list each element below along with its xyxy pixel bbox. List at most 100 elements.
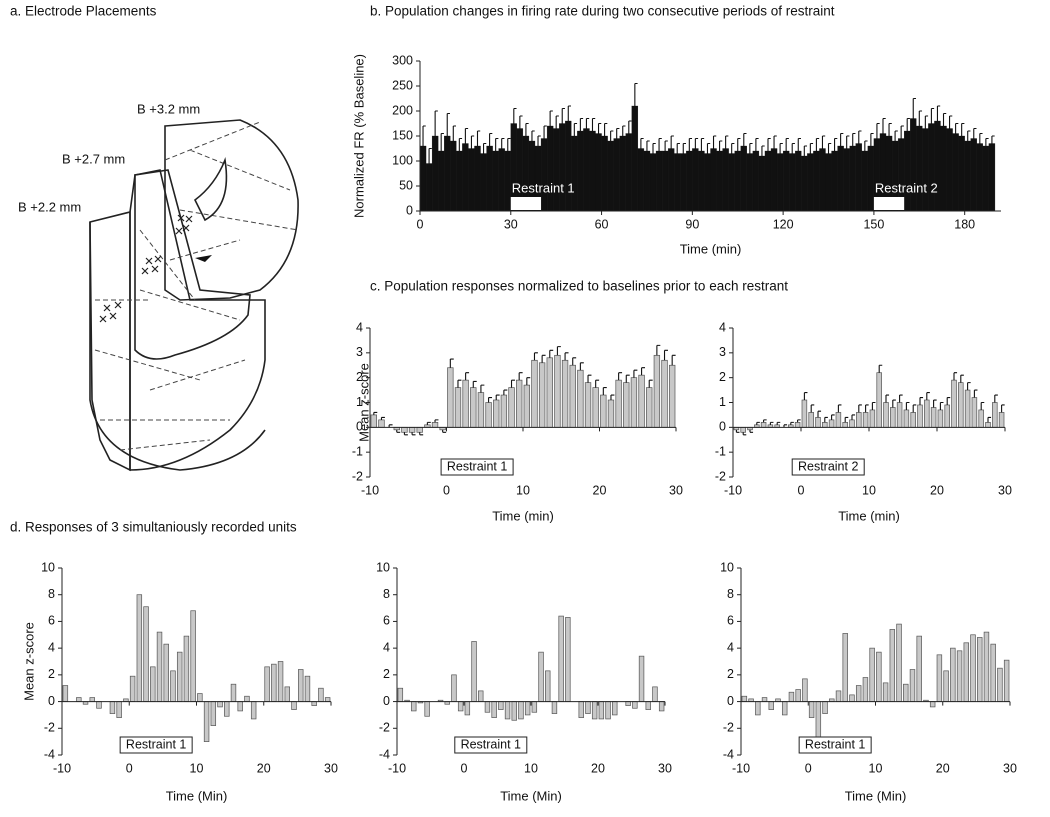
bar [862, 412, 869, 428]
bar [997, 667, 1003, 702]
error-bar [676, 142, 680, 154]
bar [802, 678, 808, 702]
bar [842, 422, 848, 428]
bar [934, 120, 941, 212]
x-tick-label: 10 [190, 761, 204, 775]
x-tick-label: 120 [773, 217, 794, 231]
error-bar [790, 421, 794, 425]
bar [237, 701, 243, 712]
bar [96, 701, 102, 709]
restraint-box [440, 458, 514, 476]
bar [855, 143, 862, 212]
error-bar [785, 137, 789, 151]
bar [976, 143, 983, 212]
error-bar [824, 416, 828, 423]
bar [964, 140, 971, 212]
bar [849, 145, 856, 212]
error-bar [595, 379, 600, 388]
restraint-label: Restraint 2 [875, 180, 938, 195]
error-bar [531, 130, 535, 141]
bar [998, 412, 1005, 428]
error-bar [924, 115, 929, 129]
bar [795, 150, 802, 212]
panel-title: c. Population responses normalized to ba… [370, 279, 788, 294]
bar [643, 150, 651, 212]
bar [62, 685, 69, 702]
bar [855, 685, 862, 702]
error-bar [961, 122, 965, 136]
bar [924, 399, 930, 428]
error-bar [933, 399, 937, 408]
bar [970, 138, 977, 212]
error-bar [865, 404, 869, 413]
y-tick-label: 4 [48, 640, 55, 654]
bar [655, 150, 663, 212]
bar [983, 631, 990, 702]
x-axis-label: Time (Min) [845, 788, 907, 803]
bar [600, 394, 607, 428]
error-bar [817, 410, 822, 418]
y-tick-label: 3 [719, 345, 726, 359]
bar [625, 701, 631, 706]
x-tick-label: 10 [862, 483, 876, 497]
bar [916, 125, 923, 212]
bar [876, 372, 882, 428]
bar [822, 422, 828, 428]
bar [758, 155, 766, 212]
bar [491, 701, 497, 718]
y-tick-label: 2 [727, 667, 734, 681]
error-bar [556, 346, 561, 356]
error-bar [694, 137, 699, 149]
error-bar [549, 110, 553, 126]
bar [928, 123, 935, 212]
error-bar [579, 362, 584, 371]
error-bar [892, 399, 896, 408]
bar [298, 669, 304, 702]
error-bar [646, 140, 650, 151]
error-bar [549, 349, 554, 358]
error-bar [564, 352, 569, 361]
error-bar [743, 132, 747, 146]
error-bar [776, 421, 781, 425]
error-bar [656, 344, 661, 356]
error-bar [878, 364, 883, 373]
error-bar [470, 135, 475, 149]
error-bar [846, 135, 850, 149]
bar [982, 145, 990, 212]
error-bar [737, 137, 741, 151]
bar [929, 701, 936, 708]
bar [752, 150, 760, 212]
x-tick-label: -10 [732, 761, 750, 775]
panel-a-title: a. Electrode Placements [10, 4, 157, 19]
bar [478, 690, 484, 702]
error-bar [918, 110, 923, 126]
bar [746, 153, 754, 212]
error-bar [827, 142, 832, 154]
restraint-box [119, 736, 193, 754]
error-bar [960, 374, 964, 383]
bar [638, 655, 645, 702]
x-axis-label: Time (Min) [500, 788, 562, 803]
bar [808, 412, 814, 428]
y-tick-label: 10 [41, 560, 55, 574]
bar [378, 419, 385, 428]
bar [722, 148, 729, 212]
bar [156, 631, 163, 702]
bar [559, 123, 566, 212]
bar [411, 701, 417, 712]
bar [661, 150, 669, 212]
error-bar [373, 411, 378, 415]
bar [869, 409, 876, 428]
bar [492, 150, 499, 212]
error-bar [844, 416, 849, 423]
bar [450, 140, 457, 212]
bar [538, 651, 544, 702]
bar [649, 153, 657, 212]
error-bar [851, 414, 856, 420]
bar [903, 683, 909, 702]
bar [170, 670, 176, 702]
error-bar [449, 358, 454, 368]
x-tick-label: 30 [1003, 761, 1017, 775]
y-tick-label: -1 [715, 444, 726, 458]
bar [370, 414, 378, 428]
